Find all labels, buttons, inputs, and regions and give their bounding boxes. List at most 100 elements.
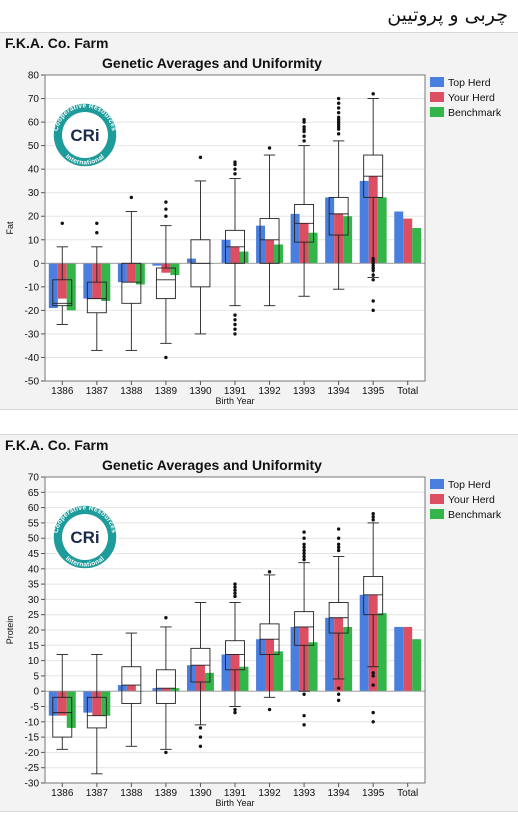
outlier-point (302, 554, 306, 559)
x-tick-label: 1394 (328, 788, 351, 799)
fat-chart-panel: F.K.A. Co. Farm Genetic Averages and Uni… (0, 32, 518, 410)
bar (83, 691, 93, 713)
outlier-point (233, 322, 237, 327)
outlier-point (233, 332, 237, 336)
bar (101, 691, 111, 716)
box-plot (259, 570, 280, 712)
bar (126, 685, 136, 692)
x-axis-label: Birth Year (215, 798, 254, 808)
outlier-point (336, 122, 341, 127)
outlier-point (336, 101, 341, 105)
outlier-point (302, 548, 306, 553)
bar (186, 665, 196, 692)
y-tick-label: -30 (25, 329, 40, 340)
legend-label: Top Herd (448, 479, 491, 491)
legend-swatch (430, 479, 444, 489)
bar (48, 691, 58, 716)
legend-swatch (430, 494, 444, 504)
bar (359, 180, 369, 264)
bar (308, 232, 318, 264)
outlier-point (302, 118, 306, 122)
x-tick-label: 1386 (51, 788, 74, 799)
outlier-point (233, 707, 237, 712)
y-tick-label: 60 (28, 118, 40, 129)
y-tick-label: 70 (28, 94, 40, 105)
box (86, 281, 107, 314)
outlier-point (302, 542, 306, 547)
outlier-point (336, 115, 341, 120)
y-tick-label: 40 (28, 165, 40, 176)
outlier-point (164, 200, 168, 204)
y-tick-label: -30 (25, 779, 40, 790)
box (86, 696, 107, 729)
outlier-point (371, 92, 375, 96)
y-tick-label: 15 (28, 641, 40, 652)
bar (290, 626, 300, 692)
x-tick-label: 1393 (293, 788, 316, 799)
legend-swatch (430, 509, 444, 519)
x-tick-label: 1393 (293, 386, 316, 397)
outlier-point (302, 127, 306, 131)
bar (394, 626, 404, 692)
outlier-point (198, 744, 203, 748)
y-tick-label: -25 (25, 763, 40, 774)
logo-center (62, 514, 108, 560)
protein-chart: Genetic Averages and Uniformity -30 -25 -20… (5, 457, 502, 808)
x-tick-label: 1395 (362, 788, 385, 799)
bar (274, 651, 284, 692)
box-plot (190, 602, 211, 748)
outlier-point (233, 162, 237, 167)
outlier-point (336, 548, 341, 553)
y-tick-label: 80 (28, 71, 40, 82)
y-tick-label: 30 (28, 595, 40, 606)
x-tick-label: 1387 (86, 386, 109, 397)
outlier-point (336, 110, 341, 115)
box (52, 696, 73, 738)
legend-swatch (430, 77, 444, 87)
box-plot (294, 530, 315, 727)
outlier-point (302, 692, 306, 696)
outlier-point (302, 139, 306, 143)
outlier-point (371, 710, 375, 715)
y-tick-label: -20 (25, 306, 40, 317)
box (225, 640, 245, 671)
bar (325, 617, 335, 692)
outlier-point (371, 308, 375, 313)
box-plot (86, 221, 107, 351)
box-plot (155, 200, 176, 360)
bar (170, 263, 180, 276)
outlier-point (336, 686, 341, 690)
x-tick-label: 1388 (120, 788, 143, 799)
legend-swatch (430, 107, 444, 117)
x-tick-label: 1387 (86, 788, 109, 799)
box-plot (225, 582, 245, 715)
outlier-point (95, 231, 99, 235)
legend-label: Your Herd (448, 92, 495, 104)
legend-label: Benchmark (448, 509, 502, 521)
bar (394, 211, 404, 264)
box-plot (155, 616, 176, 755)
outlier-point (371, 273, 375, 277)
bar (57, 263, 67, 299)
outlier-point (302, 723, 306, 727)
outlier-point (302, 536, 306, 540)
outlier-point (371, 518, 375, 522)
y-tick-label: 20 (28, 626, 40, 637)
x-tick-label: Total (397, 788, 418, 799)
outlier-point (336, 527, 341, 531)
outlier-point (336, 96, 341, 101)
outlier-point (336, 698, 341, 703)
bar (377, 613, 387, 692)
y-axis-label: Fat (5, 221, 15, 235)
outlier-point (267, 146, 272, 150)
outlier-point (302, 125, 306, 129)
x-tick-label: 1394 (328, 386, 351, 397)
y-tick-label: 70 (28, 473, 40, 484)
chart-title: Genetic Averages and Uniformity (102, 457, 322, 473)
box (294, 611, 315, 646)
bar (57, 691, 67, 716)
outlier-point (267, 707, 272, 712)
box (259, 218, 280, 264)
